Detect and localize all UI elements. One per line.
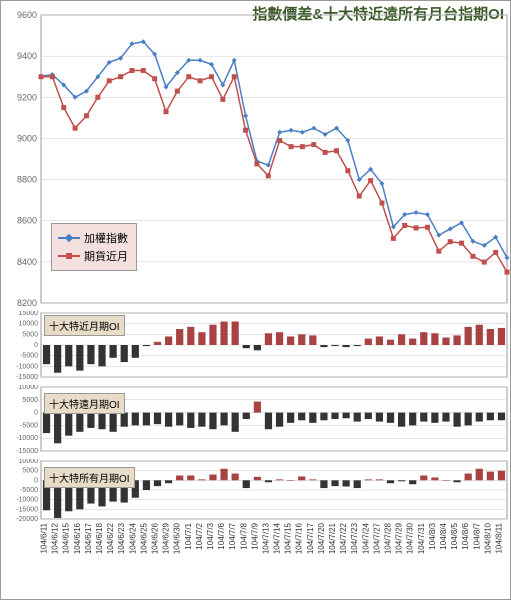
svg-text:104/7/17: 104/7/17: [306, 522, 315, 554]
svg-text:5000: 5000: [22, 397, 38, 404]
legend: 加權指數 期貨近月: [51, 223, 137, 271]
svg-text:8600: 8600: [17, 216, 37, 226]
subplot-label: 十大特近月期OI: [44, 315, 125, 336]
svg-text:104/7/23: 104/7/23: [350, 522, 359, 554]
svg-text:104/7/21: 104/7/21: [328, 522, 337, 554]
svg-text:104/8/11: 104/8/11: [494, 522, 503, 553]
svg-text:5000: 5000: [22, 468, 38, 475]
svg-text:104/7/15: 104/7/15: [284, 522, 293, 554]
svg-text:104/6/12: 104/6/12: [51, 522, 60, 554]
svg-text:104/6/29: 104/6/29: [162, 522, 171, 554]
svg-text:-10000: -10000: [16, 363, 38, 370]
svg-text:104/7/1: 104/7/1: [184, 522, 193, 549]
legend-label: 加權指數: [84, 230, 128, 246]
svg-text:0: 0: [34, 477, 38, 484]
svg-text:104/6/16: 104/6/16: [73, 522, 82, 554]
svg-text:9200: 9200: [17, 92, 37, 102]
svg-text:104/7/2: 104/7/2: [195, 522, 204, 549]
svg-text:-10000: -10000: [16, 497, 38, 504]
svg-text:104/6/15: 104/6/15: [62, 522, 71, 554]
svg-text:104/7/9: 104/7/9: [250, 522, 259, 549]
svg-text:5000: 5000: [22, 331, 38, 338]
svg-text:-15000: -15000: [16, 448, 38, 455]
svg-text:104/7/7: 104/7/7: [228, 522, 237, 549]
legend-item: 加權指數: [58, 230, 128, 246]
svg-text:104/7/20: 104/7/20: [317, 522, 326, 554]
svg-text:104/7/3: 104/7/3: [206, 522, 215, 549]
svg-text:104/8/6: 104/8/6: [461, 522, 470, 549]
svg-text:104/8/5: 104/8/5: [450, 522, 459, 549]
svg-text:104/7/31: 104/7/31: [417, 522, 426, 554]
svg-text:104/7/24: 104/7/24: [361, 522, 370, 554]
svg-text:104/6/17: 104/6/17: [84, 522, 93, 554]
svg-text:0: 0: [34, 410, 38, 417]
svg-text:104/6/22: 104/6/22: [106, 522, 115, 554]
svg-text:104/6/11: 104/6/11: [40, 522, 49, 553]
svg-text:104/7/29: 104/7/29: [395, 522, 404, 554]
svg-text:-15000: -15000: [16, 374, 38, 381]
svg-text:104/7/8: 104/7/8: [239, 522, 248, 549]
svg-text:104/8/3: 104/8/3: [428, 522, 437, 549]
svg-text:8400: 8400: [17, 257, 37, 267]
chart-page: 指數價差&十大特近遠所有月台指期OI 820084008600880090009…: [0, 0, 511, 600]
svg-text:-5000: -5000: [20, 487, 38, 494]
svg-text:-5000: -5000: [20, 353, 38, 360]
svg-text:-20000: -20000: [16, 516, 38, 523]
legend-item: 期貨近月: [58, 248, 128, 264]
svg-text:-10000: -10000: [16, 435, 38, 442]
svg-text:104/7/27: 104/7/27: [372, 522, 381, 554]
svg-text:9000: 9000: [17, 133, 37, 143]
subplot-label: 十大特所有月期OI: [44, 467, 135, 488]
svg-text:8800: 8800: [17, 175, 37, 185]
svg-text:10000: 10000: [19, 385, 39, 391]
svg-text:-5000: -5000: [20, 422, 38, 429]
svg-text:104/8/10: 104/8/10: [483, 522, 492, 554]
svg-text:104/7/30: 104/7/30: [406, 522, 415, 554]
svg-text:9400: 9400: [17, 51, 37, 61]
svg-text:104/8/4: 104/8/4: [439, 522, 448, 549]
svg-text:104/7/16: 104/7/16: [295, 522, 304, 554]
svg-text:104/6/26: 104/6/26: [151, 522, 160, 554]
svg-text:15000: 15000: [19, 311, 39, 317]
svg-text:104/6/18: 104/6/18: [95, 522, 104, 554]
svg-text:10000: 10000: [19, 321, 39, 328]
svg-text:9600: 9600: [17, 11, 37, 20]
svg-text:104/7/22: 104/7/22: [339, 522, 348, 554]
svg-text:104/7/6: 104/7/6: [217, 522, 226, 549]
svg-text:10000: 10000: [19, 459, 39, 465]
svg-text:0: 0: [34, 342, 38, 349]
svg-text:104/7/13: 104/7/13: [261, 522, 270, 554]
svg-text:8200: 8200: [17, 298, 37, 308]
svg-text:104/7/14: 104/7/14: [273, 522, 282, 554]
svg-text:104/7/28: 104/7/28: [384, 522, 393, 554]
svg-text:-15000: -15000: [16, 506, 38, 513]
svg-text:104/6/23: 104/6/23: [117, 522, 126, 554]
subplot-label: 十大特遠月期OI: [44, 393, 125, 414]
svg-text:104/8/7: 104/8/7: [472, 522, 481, 549]
svg-text:104/6/25: 104/6/25: [139, 522, 148, 554]
svg-text:104/6/30: 104/6/30: [173, 522, 182, 554]
svg-text:104/6/24: 104/6/24: [128, 522, 137, 554]
legend-label: 期貨近月: [84, 248, 128, 264]
